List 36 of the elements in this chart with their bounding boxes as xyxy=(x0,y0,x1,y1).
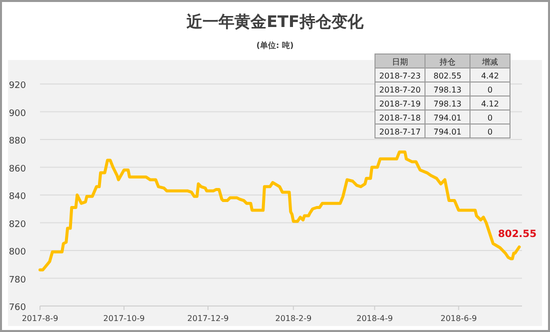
text: 增减 xyxy=(481,58,498,66)
annotation: 798.13 xyxy=(434,100,462,108)
annotation: 2018-7-17 xyxy=(379,128,421,136)
annotation: 794.01 xyxy=(434,114,462,122)
chart-title: 近一年黄金ETF持仓变化 xyxy=(186,12,364,31)
y-tick-label: 760 xyxy=(8,303,26,313)
text: 2018-7-23 xyxy=(379,72,421,80)
y-tick-label: 780 xyxy=(8,275,26,286)
annotation: 4.12 xyxy=(481,100,499,108)
text: 持仓 xyxy=(440,58,456,66)
annotation: 0 xyxy=(487,128,493,136)
y-tick-label: 880 xyxy=(8,136,26,146)
x-tick-label: 2018-4-9 xyxy=(356,314,393,323)
y-tick-label: 900 xyxy=(8,108,26,119)
y-tick-label: 860 xyxy=(8,164,26,174)
annotation: 2018-7-20 xyxy=(379,86,421,94)
x-tick-label: 2017-10-9 xyxy=(103,314,145,323)
x-tick-label: 2018-2-9 xyxy=(275,314,312,323)
annotation: 0 xyxy=(487,86,493,94)
text: 4.42 xyxy=(481,72,499,80)
y-tick-label: 920 xyxy=(8,81,26,91)
annotation: 798.13 xyxy=(434,86,462,94)
text: 日期 xyxy=(392,58,408,66)
x-tick-label: 2017-12-9 xyxy=(187,314,229,323)
x-tick-label: 2018-6-9 xyxy=(440,314,477,323)
text: 802.55 xyxy=(434,72,462,80)
annotation: 2018-7-18 xyxy=(379,114,421,122)
annotation: 2018-7-19 xyxy=(379,100,421,108)
annotation: 794.01 xyxy=(434,128,462,136)
chart-subtitle: (单位: 吨) xyxy=(256,41,294,50)
annotation: 0 xyxy=(487,114,493,122)
annotation: 802.55 xyxy=(498,228,537,240)
y-tick-label: 840 xyxy=(8,192,26,202)
y-tick-label: 820 xyxy=(8,220,26,230)
y-tick-label: 800 xyxy=(8,248,26,258)
x-tick-label: 2017-8-9 xyxy=(22,314,58,323)
